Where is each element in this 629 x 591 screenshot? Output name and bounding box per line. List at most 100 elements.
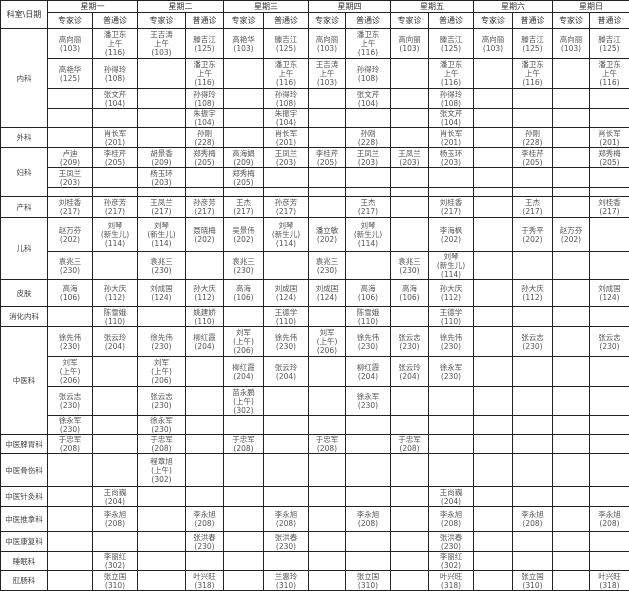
schedule-cell bbox=[346, 168, 391, 188]
schedule-cell bbox=[48, 454, 93, 487]
schedule-cell: 刘桂香 (217) bbox=[429, 197, 474, 218]
schedule-cell bbox=[474, 188, 513, 197]
schedule-cell: 徐先伟 (230) bbox=[264, 327, 309, 357]
schedule-cell: 滕吉江 (125) bbox=[590, 29, 629, 59]
schedule-cell bbox=[391, 188, 429, 197]
day-header: 星期三 bbox=[224, 1, 309, 13]
header-days-row: 科室\日期星期一星期二星期三星期四星期五星期六星期日 bbox=[1, 1, 629, 13]
schedule-cell bbox=[138, 307, 186, 327]
schedule-cell bbox=[391, 487, 429, 507]
schedule-cell bbox=[474, 327, 513, 357]
general-clinic-header: 普通诊 bbox=[264, 13, 309, 29]
schedule-cell bbox=[391, 307, 429, 327]
table-row: 朱振宇 (104)朱振宇 (104)张文芹 (104) bbox=[1, 109, 629, 128]
schedule-cell: 刘成国 (124) bbox=[590, 280, 629, 307]
schedule-cell: 张文芹 (104) bbox=[429, 109, 474, 128]
schedule-cell: 王杰 (217) bbox=[346, 197, 391, 218]
table-row: 中医骨伤科程章旭 (上午) (302) bbox=[1, 454, 629, 487]
schedule-cell: 孙彦芳 (217) bbox=[186, 197, 224, 218]
expert-clinic-header: 专家诊 bbox=[553, 13, 590, 29]
schedule-cell bbox=[429, 188, 474, 197]
schedule-cell: 李丽红 (302) bbox=[429, 552, 474, 571]
schedule-cell bbox=[264, 168, 309, 188]
schedule-cell: 张云玲 (204) bbox=[264, 357, 309, 387]
schedule-cell: 孙大庆 (112) bbox=[186, 280, 224, 307]
expert-clinic-header: 专家诊 bbox=[224, 13, 264, 29]
schedule-cell bbox=[553, 357, 590, 387]
schedule-cell bbox=[93, 532, 138, 552]
schedule-cell bbox=[553, 168, 590, 188]
schedule-cell: 肖长军 (201) bbox=[264, 128, 309, 148]
schedule-cell bbox=[590, 416, 629, 435]
schedule-cell: 叶兴旺 (318) bbox=[429, 571, 474, 591]
schedule-cell: 高海 (106) bbox=[346, 280, 391, 307]
schedule-cell bbox=[391, 168, 429, 188]
table-row: 中医脾胃科于忠军 (208)于忠军 (208)于忠军 (208)于忠军 (208… bbox=[1, 435, 629, 454]
schedule-cell: 李丽红 (302) bbox=[93, 552, 138, 571]
schedule-cell bbox=[93, 357, 138, 387]
schedule-cell bbox=[346, 487, 391, 507]
department-name: 中医康复科 bbox=[1, 532, 48, 552]
schedule-cell bbox=[391, 128, 429, 148]
schedule-cell: 李永旭 (208) bbox=[513, 507, 553, 532]
schedule-cell bbox=[224, 507, 264, 532]
schedule-cell: 潘卫东 上午 (116) bbox=[264, 59, 309, 89]
schedule-cell bbox=[346, 188, 391, 197]
schedule-cell: 徐先伟 (230) bbox=[48, 327, 93, 357]
schedule-cell bbox=[186, 188, 224, 197]
schedule-cell bbox=[513, 552, 553, 571]
schedule-cell bbox=[346, 552, 391, 571]
schedule-cell: 于秀平 (202) bbox=[513, 218, 553, 252]
schedule-cell: 柳红霞 (204) bbox=[224, 357, 264, 387]
schedule-cell: 高艳华 (125) bbox=[48, 59, 93, 89]
schedule-cell: 孙得玲 (108) bbox=[93, 59, 138, 89]
schedule-cell bbox=[138, 109, 186, 128]
schedule-cell bbox=[93, 252, 138, 280]
general-clinic-header: 普通诊 bbox=[186, 13, 224, 29]
schedule-cell: 王杰 (217) bbox=[224, 197, 264, 218]
table-row bbox=[1, 188, 629, 197]
schedule-cell bbox=[186, 454, 224, 487]
schedule-cell: 刘成国 (124) bbox=[138, 280, 186, 307]
schedule-cell bbox=[553, 387, 590, 416]
schedule-cell: 刘军 (上午) (206) bbox=[138, 357, 186, 387]
schedule-cell bbox=[553, 532, 590, 552]
table-row: 中医科徐先伟 (230)张云玲 (204)徐先伟 (230)柳红霞 (204)刘… bbox=[1, 327, 629, 357]
schedule-cell bbox=[474, 507, 513, 532]
schedule-cell: 王尚巍 (204) bbox=[429, 487, 474, 507]
schedule-cell bbox=[138, 89, 186, 109]
schedule-cell: 张洪春 (230) bbox=[264, 532, 309, 552]
schedule-cell: 张文芹 (104) bbox=[93, 89, 138, 109]
schedule-cell bbox=[590, 89, 629, 109]
schedule-cell bbox=[513, 387, 553, 416]
schedule-cell: 程章旭 (上午) (302) bbox=[138, 454, 186, 487]
schedule-cell bbox=[186, 387, 224, 416]
schedule-cell bbox=[553, 188, 590, 197]
schedule-cell: 李永旭 (208) bbox=[590, 507, 629, 532]
schedule-cell bbox=[513, 357, 553, 387]
table-row: 皮肤高海 (106)孙大庆 (112)刘成国 (124)孙大庆 (112)高海 … bbox=[1, 280, 629, 307]
schedule-cell: 潘立敏 (202) bbox=[309, 218, 346, 252]
schedule-cell bbox=[590, 109, 629, 128]
schedule-cell: 李海枫 (202) bbox=[429, 218, 474, 252]
schedule-cell: 陈雪娥 (110) bbox=[93, 307, 138, 327]
schedule-cell bbox=[224, 109, 264, 128]
schedule-cell: 潘卫东 上午 (116) bbox=[93, 29, 138, 59]
day-header: 星期日 bbox=[553, 1, 629, 13]
schedule-cell bbox=[553, 416, 590, 435]
schedule-cell: 滕吉江 (125) bbox=[264, 29, 309, 59]
schedule-cell bbox=[590, 387, 629, 416]
schedule-cell: 刘成国 (124) bbox=[264, 280, 309, 307]
schedule-cell bbox=[48, 532, 93, 552]
schedule-cell: 李永旭 (208) bbox=[186, 507, 224, 532]
schedule-cell: 刘军 (上午) (206) bbox=[309, 327, 346, 357]
schedule-cell bbox=[391, 197, 429, 218]
schedule-cell bbox=[264, 416, 309, 435]
schedule-cell: 李永旭 (208) bbox=[93, 507, 138, 532]
schedule-cell: 张云志 (230) bbox=[513, 327, 553, 357]
schedule-cell bbox=[553, 148, 590, 168]
schedule-cell: 潘卫东 上午 (116) bbox=[346, 29, 391, 59]
schedule-cell bbox=[590, 357, 629, 387]
schedule-cell bbox=[309, 387, 346, 416]
schedule-cell: 张立国 (310) bbox=[93, 571, 138, 591]
